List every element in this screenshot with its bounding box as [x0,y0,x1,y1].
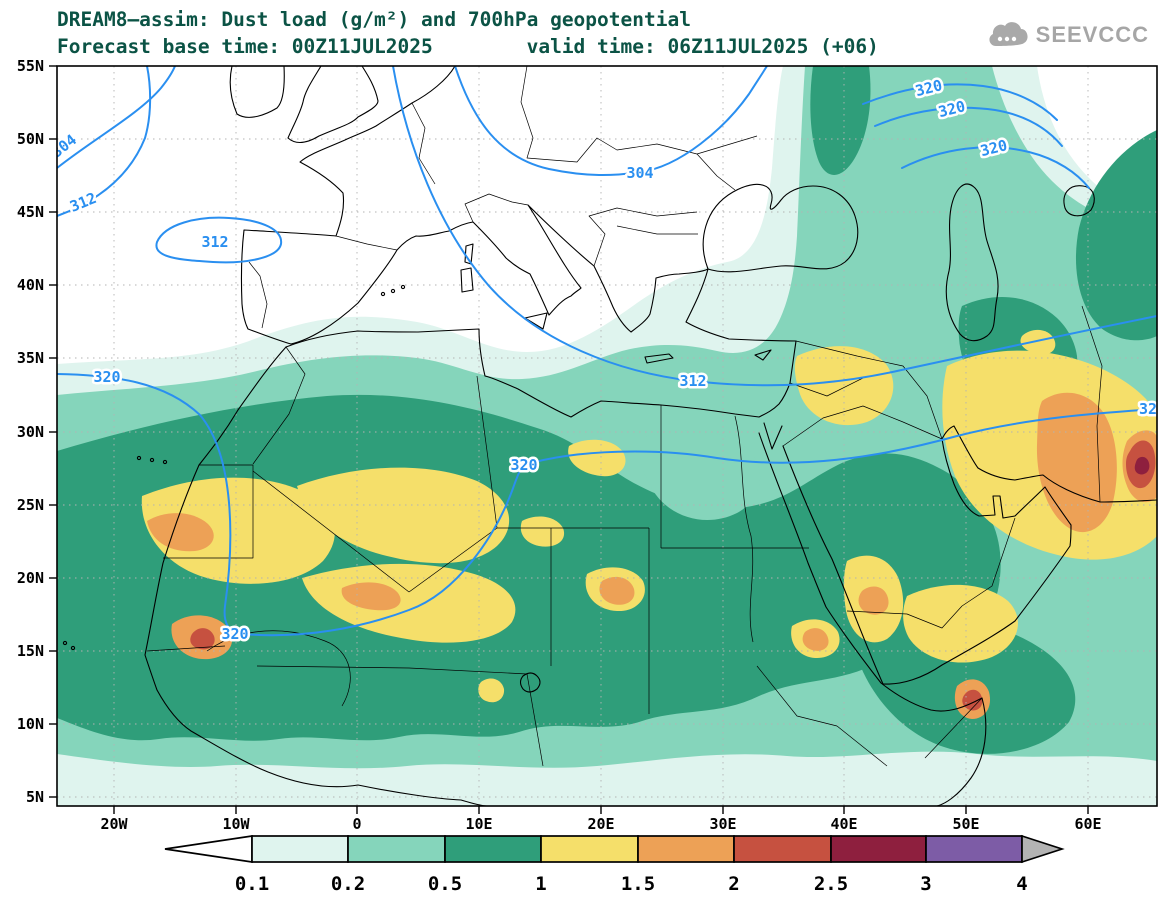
contour-label-320: 320 [510,456,537,474]
dust-load-colorbar: 0.1 0.2 0.5 1 1.5 2 2.5 3 4 [164,834,1065,895]
lat-label: 15N [17,642,44,660]
legend-box [444,835,542,863]
seevccc-logo: SEEVCCC [986,20,1149,50]
lat-label: 40N [17,276,44,294]
lon-label: 30E [709,815,736,833]
lat-label: 35N [17,349,44,367]
latitude-labels: 55N 50N 45N 40N 35N 30N 25N 20N 15N 10N … [17,57,44,806]
legend-tick-label: 4 [1016,873,1027,895]
lat-label: 30N [17,423,44,441]
contour-label-320-clipped: 320 [1139,400,1165,418]
lat-label: 55N [17,57,44,75]
lon-label: 20W [100,815,128,833]
legend-tick-label: 3 [920,873,931,895]
forecast-map: 304 304 312 312 312 320 320 320 320 320 … [17,57,1158,833]
lon-label: 10E [465,815,492,833]
legend-box [733,835,832,863]
contour-label-312: 312 [679,372,706,390]
map-subtitle: Forecast base time: 00Z11JUL2025 valid t… [57,35,879,58]
legend-box [347,835,446,863]
logo-wordmark: SEEVCCC [1035,22,1149,47]
lon-label: 20E [587,815,614,833]
lat-label: 10N [17,715,44,733]
legend-box [540,835,639,863]
contour-label-320: 320 [93,368,120,386]
legend-tick-label: 0.5 [428,873,462,895]
dust-level-2p5 [1134,456,1150,475]
axis-ticks [49,65,1089,814]
contour-label-304: 304 [48,131,80,162]
country-borders [146,66,1103,767]
legend-box [637,835,735,863]
map-frame [56,65,1158,807]
lat-label: 5N [26,788,44,806]
lon-label: 0 [352,815,361,833]
dust-fill-layers [57,66,1157,806]
lat-label: 45N [17,203,44,221]
legend-box [925,835,1023,863]
contour-label-312: 312 [201,233,228,251]
legend-tick-label: 0.1 [235,873,269,895]
colorbar-arrow-left [164,835,253,863]
lat-label: 25N [17,496,44,514]
longitude-labels: 20W 10W 0 10E 20E 30E 40E 50E 60E [100,815,1101,833]
geopotential-contours [57,66,1157,637]
lon-label: 10W [222,815,250,833]
lat-label: 20N [17,569,44,587]
contour-label-320: 320 [221,625,248,643]
contour-label-304: 304 [626,164,653,182]
legend-tick-label: 1 [535,873,546,895]
colorbar-arrow-right [1021,834,1065,864]
lon-label: 60E [1074,815,1101,833]
lon-label: 40E [830,815,857,833]
legend-tick-label: 1.5 [621,873,655,895]
legend-tick-label: 0.2 [331,873,365,895]
legend-tick-labels: 0.1 0.2 0.5 1 1.5 2 2.5 3 4 [235,873,1028,895]
legend-tick-label: 2.5 [814,873,848,895]
map-title: DREAM8—assim: Dust load (g/m²) and 700hP… [57,8,691,31]
lat-label: 50N [17,130,44,148]
legend-box [830,835,927,863]
legend-box [251,835,349,863]
cloud-icon [989,22,1028,46]
lon-label: 50E [952,815,979,833]
legend-tick-label: 2 [728,873,739,895]
